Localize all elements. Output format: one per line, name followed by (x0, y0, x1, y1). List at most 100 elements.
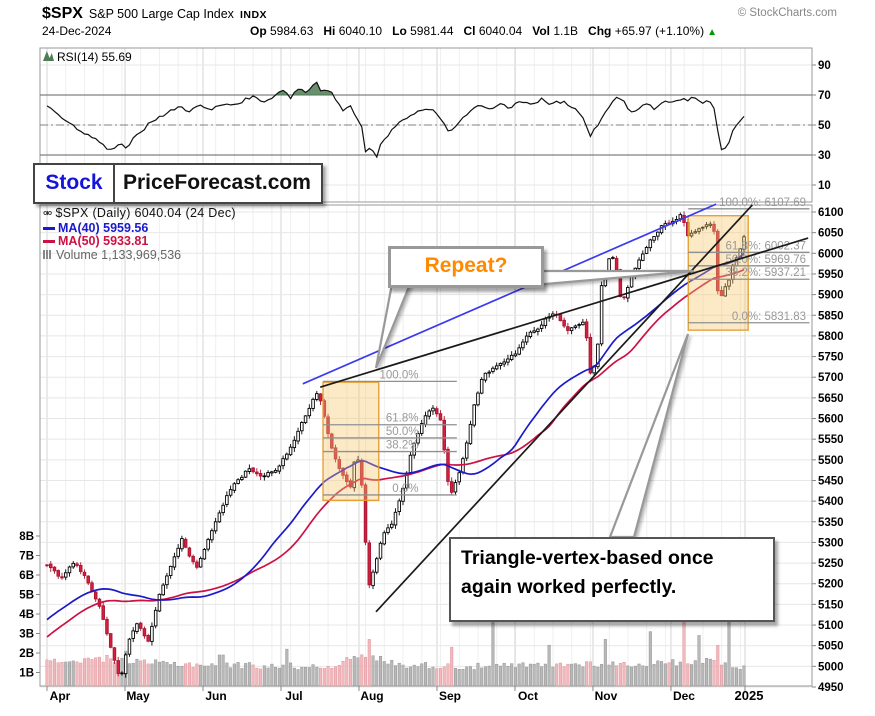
triangle-vertex-annotation: Triangle-vertex-based once again worked … (449, 537, 775, 622)
price-tick-label: 5700 (818, 372, 844, 384)
ma40-swatch-icon (43, 226, 55, 230)
fib-label: 100.0%: 6107.69 (719, 197, 806, 209)
ma40-label: MA(40) 5959.56 (58, 220, 149, 235)
triangle-annotation-line2: again worked perfectly. (461, 576, 677, 598)
ma50-label: MA(50) 5933.81 (58, 234, 149, 248)
price-tick-label: 5350 (818, 517, 844, 529)
price-tick-label: 4950 (818, 682, 844, 694)
change-up-arrow-icon: ▲ (707, 27, 717, 38)
volume-tick-label: 6B (19, 570, 34, 582)
symbol: $SPX (42, 5, 83, 22)
legend-title: $SPX (Daily) 6040.04 (24 Dec) (55, 206, 236, 220)
price-tick-label: 5800 (818, 331, 844, 343)
price-tick-label: 5000 (818, 661, 844, 673)
fib-label: 38.2% (386, 440, 419, 452)
fib-label: 0.0% (392, 483, 418, 495)
repeat-annotation: Repeat? (388, 246, 544, 288)
price-tick-label: 5250 (818, 558, 844, 570)
quote-value: 5981.44 (406, 24, 454, 38)
quote-label: Lo (392, 24, 407, 38)
rsi-label: RSI(14) 55.69 (57, 50, 132, 64)
quote-value: 5984.63 (266, 24, 314, 38)
price-tick-label: 5450 (818, 475, 844, 487)
triangle-pointer (608, 333, 690, 539)
repeat-pointer-right (518, 269, 695, 288)
month-tick-label: Nov (595, 689, 618, 703)
main-chart-legend: ⚮ $SPX (Daily) 6040.04 (24 Dec) MA(40) 59… (43, 206, 236, 262)
month-tick-label: Dec (673, 689, 695, 703)
price-tick-label: 6100 (818, 207, 844, 219)
price-tick-label: 6050 (818, 228, 844, 240)
chart-date: 24-Dec-2024 (42, 24, 112, 38)
rsi-plot (40, 81, 812, 159)
repeat-annotation-text: Repeat? (424, 254, 508, 277)
quote-label: Cl (463, 24, 476, 38)
fib-label: 0.0%: 5831.83 (732, 311, 806, 323)
quote-label: Vol (532, 24, 550, 38)
quote-value: 1.1B (550, 24, 579, 38)
price-tick-label: 5950 (818, 269, 844, 281)
triangle-annotation-line1: Triangle-vertex-based once (461, 547, 714, 569)
price-tick-label: 5500 (818, 455, 844, 467)
price-tick-label: 5600 (818, 414, 844, 426)
trendlines (302, 203, 809, 613)
volume-bars (45, 586, 746, 687)
volume-tick-label: 3B (19, 629, 34, 641)
stockpriceforecast-logo: Stock PriceForecast.com (33, 163, 323, 204)
callout-tails (374, 269, 695, 539)
ma40-line (46, 252, 745, 621)
fib-label: 50.0% (386, 426, 419, 438)
month-tick-label: Oct (518, 689, 538, 703)
price-tick-label: 5850 (818, 310, 844, 322)
ma50-swatch-icon (43, 240, 55, 244)
quote-value: +65.97 (+1.10%) (611, 24, 705, 38)
price-tick-label: 5750 (818, 352, 844, 364)
logo-part-stock: Stock (35, 165, 115, 202)
stockcharts-copyright: © StockCharts.com (737, 7, 837, 19)
quote-value: 6040.04 (475, 24, 523, 38)
volume-tick-label: 2B (19, 648, 34, 660)
month-tick-label: 2025 (735, 688, 764, 703)
logo-part-priceforecast: PriceForecast.com (123, 171, 311, 194)
price-tick-label: 5200 (818, 579, 844, 591)
highlight-box-august-setup (322, 381, 380, 501)
price-tick-label: 5100 (818, 620, 844, 632)
ohlc-quote-row: Op 5984.63 Hi 6040.10 Lo 5981.44 Cl 6040.04… (240, 24, 717, 38)
price-tick-label: 5300 (818, 537, 844, 549)
fib-label: 61.8%: 6002.37 (725, 240, 806, 252)
rsi-tick-label: 90 (818, 60, 831, 72)
volume-label: Volume 1,133,969,536 (56, 247, 182, 262)
price-tick-label: 5050 (818, 641, 844, 653)
chartbook-icon: ⚮ (43, 208, 53, 220)
month-tick-label: Sep (439, 689, 461, 703)
volume-tick-label: 5B (19, 590, 34, 602)
lower-triangle-line (375, 204, 753, 613)
quote-value: 6040.10 (335, 24, 383, 38)
rsi-tick-label: 30 (818, 150, 831, 162)
rsi-legend: RSI(14) 55.69 (43, 50, 132, 64)
rsi-tick-label: 50 (818, 120, 831, 132)
rsi-line (46, 81, 745, 159)
price-tick-label: 5900 (818, 290, 844, 302)
quote-label: Chg (588, 24, 612, 38)
rsi-indicator-icon (43, 51, 54, 61)
exchange-label: INDX (239, 9, 268, 21)
price-tick-label: 5150 (818, 599, 844, 611)
volume-tick-label: 7B (19, 551, 34, 563)
price-tick-label: 6000 (818, 248, 844, 260)
price-tick-label: 5650 (818, 393, 844, 405)
axis-labels: 6100 6050 6000 5950 5900 5850 5800 5750 5700 5650… (19, 60, 843, 703)
month-tick-label: Jun (205, 689, 226, 703)
symbol-name: S&P 500 Large Cap Index (88, 7, 234, 21)
month-tick-label: May (126, 689, 150, 703)
price-tick-label: 5550 (818, 434, 844, 446)
quote-label: Hi (323, 24, 336, 38)
fib-label: 100.0% (379, 369, 418, 381)
highlight-boxes (322, 215, 749, 501)
fib-label: 38.2%: 5937.21 (725, 267, 806, 279)
rsi-overbought-fill (47, 82, 744, 95)
month-tick-label: Jul (285, 689, 302, 703)
volume-tick-label: 1B (19, 668, 34, 680)
